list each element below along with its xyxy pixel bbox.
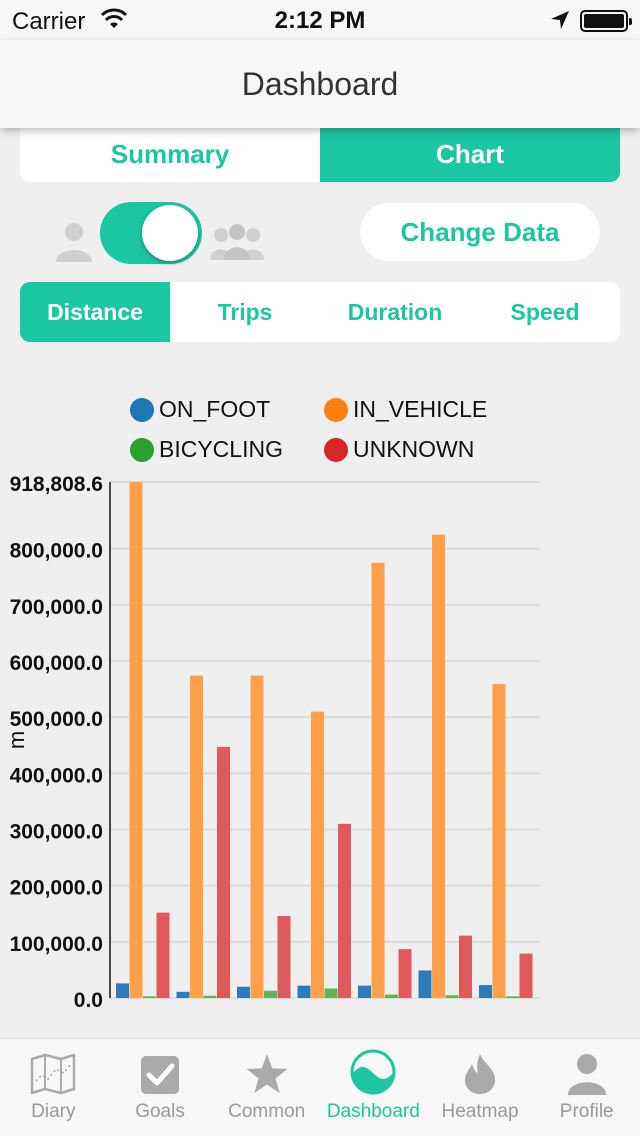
tab-bar-label: Common xyxy=(228,1101,306,1122)
bar-unknown xyxy=(398,949,412,998)
flame-icon xyxy=(465,1054,496,1094)
tab-bar-item-common[interactable]: Common xyxy=(213,1039,320,1136)
tab-bar-item-diary[interactable]: Diary xyxy=(0,1039,107,1136)
bar-in-vehicle xyxy=(190,675,203,998)
bar-unknown xyxy=(338,823,351,998)
wifi-icon xyxy=(100,8,128,28)
y-axis-label: m xyxy=(4,731,29,749)
tab-distance[interactable]: Distance xyxy=(20,282,170,342)
legend-item-bicycling: BICYCLING xyxy=(130,436,283,463)
bar-bicycling xyxy=(445,995,459,998)
bar-bicycling xyxy=(506,996,519,998)
status-time: 2:12 PM xyxy=(274,7,366,34)
bar-on-foot xyxy=(358,985,371,998)
tab-bar-label: Diary xyxy=(31,1101,76,1122)
location-arrow-icon xyxy=(551,11,569,29)
distance-bar-chart: 0.0 100,000.0 200,000.0 300,000.0 400,000.0 5… xyxy=(4,473,540,1012)
tab-bar-label: Heatmap xyxy=(441,1101,519,1122)
bar-bicycling xyxy=(385,994,398,998)
carrier-label: Carrier xyxy=(12,8,86,35)
y-tick-label: 100,000.0 xyxy=(10,933,103,956)
tab-bar-item-goals[interactable]: Goals xyxy=(107,1039,214,1136)
bar-in-vehicle xyxy=(250,675,264,998)
bar-bicycling xyxy=(143,996,156,998)
tab-bar-item-dashboard[interactable]: Dashboard xyxy=(320,1039,427,1136)
bar-unknown xyxy=(217,746,230,998)
y-tick-label: 800,000.0 xyxy=(10,540,103,563)
tab-summary[interactable]: Summary xyxy=(20,126,320,182)
bar-in-vehicle xyxy=(311,711,324,998)
tab-bar-label: Dashboard xyxy=(326,1101,420,1122)
legend-label: UNKNOWN xyxy=(353,436,475,462)
legend-label: BICYCLING xyxy=(159,436,283,462)
legend-label: IN_VEHICLE xyxy=(353,396,488,422)
tab-bar-label: Profile xyxy=(559,1101,614,1122)
legend-swatch xyxy=(130,437,154,462)
bar-on-foot xyxy=(176,991,190,998)
legend-item-in-vehicle: IN_VEHICLE xyxy=(324,396,487,423)
navigation-bar: Dashboard xyxy=(0,40,640,128)
status-bar: Carrier 2:12 PM xyxy=(0,0,640,40)
bar-in-vehicle xyxy=(492,684,506,998)
bar-in-vehicle xyxy=(432,534,445,998)
legend-item-on-foot: ON_FOOT xyxy=(130,396,270,423)
change-data-button[interactable]: Change Data xyxy=(360,203,600,261)
personal-group-toggle[interactable] xyxy=(100,202,202,264)
bar-bicycling xyxy=(203,995,217,998)
bar-in-vehicle xyxy=(129,482,143,998)
tab-bar-label: Goals xyxy=(135,1101,185,1122)
y-tick-label: 600,000.0 xyxy=(10,652,103,675)
legend-swatch xyxy=(324,437,348,462)
bar-on-foot xyxy=(479,985,492,998)
page-title: Dashboard xyxy=(241,66,399,102)
legend-swatch xyxy=(130,397,154,422)
star-icon xyxy=(246,1054,288,1094)
y-tick-label: 500,000.0 xyxy=(10,708,103,731)
metric-segmented-control: Distance Trips Duration Speed xyxy=(20,282,620,342)
tab-bar-item-profile[interactable]: Profile xyxy=(533,1039,640,1136)
bar-bicycling xyxy=(324,988,338,998)
toggle-knob xyxy=(142,205,198,261)
bar-on-foot xyxy=(418,970,432,998)
bar-unknown xyxy=(519,953,533,998)
y-tick-label: 0.0 xyxy=(74,989,103,1012)
person-icon xyxy=(567,1054,606,1095)
bar-on-foot xyxy=(297,985,311,998)
view-segmented-control: Summary Chart xyxy=(20,126,620,182)
checkbox-icon xyxy=(141,1056,179,1094)
bar-unknown xyxy=(459,935,472,998)
tab-bar: Diary Goals Common Dashboard xyxy=(0,1038,640,1136)
tab-chart[interactable]: Chart xyxy=(320,126,620,182)
tab-speed[interactable]: Speed xyxy=(510,298,580,325)
bar-on-foot xyxy=(237,986,250,998)
person-icon xyxy=(56,223,92,262)
y-tick-label: 700,000.0 xyxy=(10,596,103,619)
wave-icon xyxy=(350,1049,396,1095)
group-icon xyxy=(210,224,264,260)
legend-swatch xyxy=(324,397,348,422)
y-tick-label: 200,000.0 xyxy=(10,877,103,900)
legend-label: ON_FOOT xyxy=(159,396,271,422)
tab-duration[interactable]: Duration xyxy=(347,298,443,325)
y-tick-label: 400,000.0 xyxy=(10,764,103,787)
legend-item-unknown: UNKNOWN xyxy=(324,436,474,463)
y-tick-label: 300,000.0 xyxy=(10,821,103,844)
bar-in-vehicle xyxy=(371,562,385,998)
bar-on-foot xyxy=(116,983,129,998)
map-icon xyxy=(31,1053,76,1095)
tab-bar-item-heatmap[interactable]: Heatmap xyxy=(427,1039,534,1136)
bar-bicycling xyxy=(264,990,277,998)
battery-icon xyxy=(580,10,632,32)
tab-trips[interactable]: Trips xyxy=(217,298,273,325)
bar-unknown xyxy=(277,916,291,998)
bar-unknown xyxy=(156,912,170,998)
y-tick-label: 918,808.6 xyxy=(10,473,103,496)
